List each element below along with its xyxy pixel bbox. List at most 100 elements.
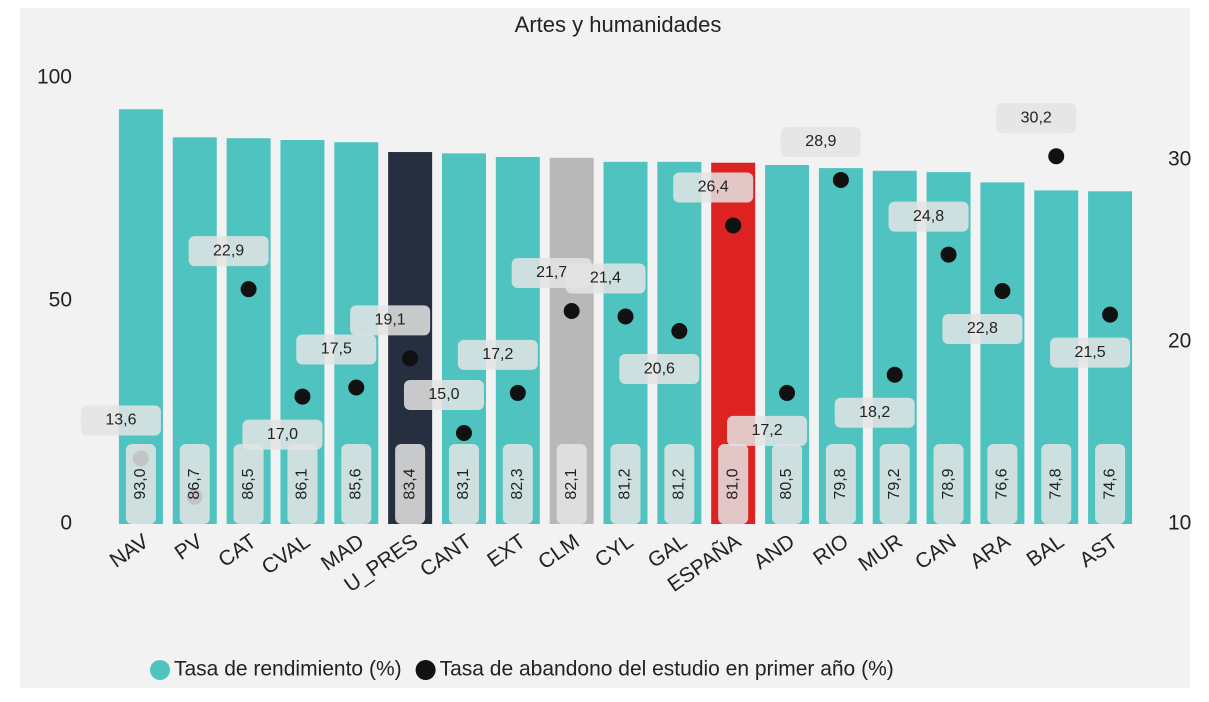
bar-value-label-group: 81,0: [718, 444, 749, 524]
dot-value-label: 28,9: [805, 133, 836, 150]
bar-value-label-group: 78,9: [933, 444, 964, 524]
bar-value-label: 74,8: [1047, 468, 1064, 499]
bar-value-label: 81,0: [724, 468, 741, 499]
y2-tick-label: 30: [1168, 147, 1191, 170]
dot: [940, 246, 957, 263]
dot-value-label-group: 19,1: [350, 305, 431, 336]
dot-value-label: 19,1: [375, 312, 406, 329]
bar-value-label-group: 74,6: [1095, 444, 1126, 524]
bar-value-label-group: 83,4: [395, 444, 426, 524]
dot: [240, 281, 257, 298]
dot: [886, 366, 903, 383]
bar-value-label-box: [718, 444, 749, 524]
bar-value-label-box: [987, 444, 1018, 524]
dot: [1102, 306, 1119, 323]
bar-value-label-box: [395, 444, 426, 524]
dot-value-label: 22,9: [213, 242, 244, 259]
bar-value-label: 86,7: [186, 468, 203, 499]
bar-value-label-group: 74,8: [1041, 444, 1072, 524]
y-tick-label: 50: [49, 289, 72, 312]
dot-value-label-group: 21,4: [565, 263, 646, 294]
bar-value-label: 83,1: [455, 468, 472, 499]
bar-value-label-box: [233, 444, 264, 524]
dot: [671, 323, 688, 340]
dot-value-label-box: [673, 172, 754, 203]
bar-value-label: 74,6: [1101, 468, 1118, 499]
bar-value-label-group: 80,5: [772, 444, 803, 524]
bar-value-label-group: 79,8: [825, 444, 856, 524]
bar-value-label-box: [125, 444, 156, 524]
dot-value-label: 17,5: [321, 341, 352, 358]
bar-value-label-box: [179, 444, 210, 524]
bar-value-label-box: [610, 444, 641, 524]
dot: [563, 303, 580, 320]
dot-value-label-box: [619, 354, 700, 385]
dot-value-label: 30,2: [1021, 109, 1052, 126]
bar-value-label-box: [879, 444, 910, 524]
dot-value-label: 21,4: [590, 270, 621, 287]
dot: [509, 384, 526, 401]
dot-value-label: 21,7: [536, 264, 567, 281]
dot-value-label-group: 21,5: [1050, 337, 1131, 368]
y2-tick-label: 20: [1168, 330, 1191, 353]
dot-value-label-box: [80, 405, 161, 436]
dot: [455, 424, 472, 441]
legend-label: Tasa de rendimiento (%): [174, 658, 402, 681]
bar-value-label-group: 81,2: [610, 444, 641, 524]
dot-value-label-box: [350, 305, 431, 336]
dot-value-label-box: [1050, 337, 1131, 368]
dot-value-label: 18,2: [859, 404, 890, 421]
bar-value-label: 76,6: [994, 468, 1011, 499]
bar-value-label: 81,2: [617, 468, 634, 499]
y-tick-label: 100: [37, 66, 72, 89]
bar-value-label: 86,1: [294, 468, 311, 499]
bar-value-label: 85,6: [348, 468, 365, 499]
y2-tick-label: 10: [1168, 512, 1191, 535]
bar-value-label: 83,4: [401, 468, 418, 499]
bar-value-label-group: 83,1: [448, 444, 479, 524]
bar-value-label-group: 86,1: [287, 444, 318, 524]
bar-value-label: 80,5: [778, 468, 795, 499]
dot-value-label-box: [727, 415, 808, 446]
dot: [832, 171, 849, 188]
dot: [294, 388, 311, 405]
dot-value-label-box: [242, 419, 323, 450]
bar-value-label-group: 86,5: [233, 444, 264, 524]
bar-value-label-group: 85,6: [341, 444, 372, 524]
dot-value-label-box: [296, 334, 377, 365]
dot-value-label: 20,6: [644, 360, 675, 377]
dot-value-label-box: [942, 313, 1023, 344]
dot-value-label-box: [188, 236, 269, 267]
bar-value-label: 79,2: [886, 468, 903, 499]
dot: [617, 308, 634, 325]
dot: [348, 379, 365, 396]
bar-value-label-box: [664, 444, 695, 524]
bar-value-label-box: [772, 444, 803, 524]
bar-value-label-group: 82,1: [556, 444, 587, 524]
dot-value-label-group: 17,2: [457, 339, 538, 370]
bar-value-label: 93,0: [132, 468, 149, 499]
bar-value-label-box: [556, 444, 587, 524]
bar-value-label: 82,1: [563, 468, 580, 499]
dot: [402, 350, 419, 367]
bar-value-label: 79,8: [832, 468, 849, 499]
bar-value-label-group: 76,6: [987, 444, 1018, 524]
bar-value-label-box: [1095, 444, 1126, 524]
dot-value-label-box: [403, 379, 484, 410]
dot-value-label: 24,8: [913, 208, 944, 225]
dot-value-label-group: 17,5: [296, 334, 377, 365]
dot-value-label: 17,0: [267, 426, 298, 443]
bar-value-label-box: [502, 444, 533, 524]
bar-value-label: 86,5: [240, 468, 257, 499]
dot-value-label-box: [888, 201, 969, 232]
dot-value-label: 17,2: [482, 346, 513, 363]
dot-value-label-group: 22,8: [942, 313, 1023, 344]
bar-value-label: 82,3: [509, 468, 526, 499]
dot-value-label-box: [780, 126, 861, 157]
legend-swatch: [150, 660, 170, 680]
dot-value-label-group: 18,2: [834, 397, 915, 428]
dot: [779, 384, 796, 401]
dot-value-label-box: [996, 103, 1077, 134]
bar-value-label-box: [825, 444, 856, 524]
